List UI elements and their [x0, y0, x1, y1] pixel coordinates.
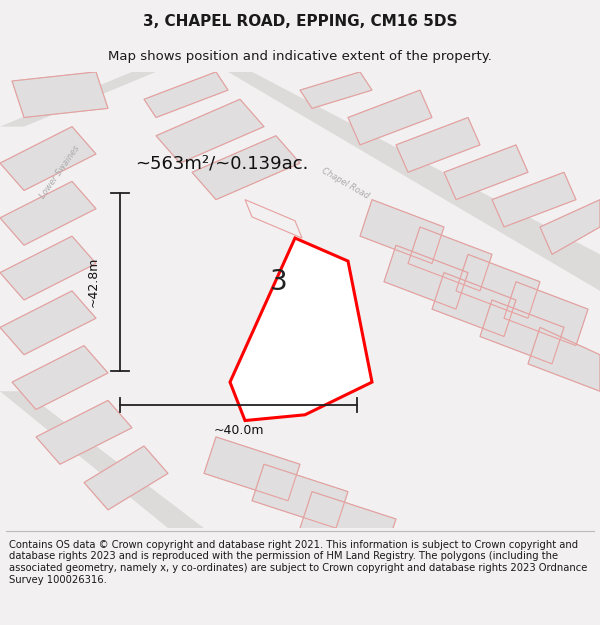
Polygon shape	[384, 245, 468, 309]
Polygon shape	[456, 254, 540, 318]
Polygon shape	[408, 227, 492, 291]
Polygon shape	[252, 464, 348, 528]
Polygon shape	[12, 346, 108, 409]
Polygon shape	[36, 401, 132, 464]
Polygon shape	[0, 181, 96, 245]
Polygon shape	[84, 446, 168, 510]
Polygon shape	[0, 291, 96, 355]
Polygon shape	[444, 145, 528, 199]
Polygon shape	[0, 127, 96, 191]
Text: Lower Swaines: Lower Swaines	[38, 144, 82, 201]
Text: ~42.8m: ~42.8m	[86, 256, 100, 307]
Polygon shape	[360, 199, 444, 264]
Polygon shape	[192, 136, 300, 199]
Polygon shape	[300, 492, 396, 556]
Polygon shape	[228, 72, 600, 291]
Text: 3, CHAPEL ROAD, EPPING, CM16 5DS: 3, CHAPEL ROAD, EPPING, CM16 5DS	[143, 14, 457, 29]
Polygon shape	[432, 272, 516, 336]
Polygon shape	[12, 72, 108, 118]
Polygon shape	[396, 118, 480, 172]
Polygon shape	[480, 300, 564, 364]
Text: 3: 3	[270, 268, 288, 296]
Polygon shape	[156, 99, 264, 163]
Polygon shape	[300, 72, 372, 108]
Polygon shape	[348, 90, 432, 145]
Text: Contains OS data © Crown copyright and database right 2021. This information is : Contains OS data © Crown copyright and d…	[9, 540, 587, 584]
Text: ~40.0m: ~40.0m	[213, 424, 264, 436]
Polygon shape	[540, 199, 600, 254]
Text: Map shows position and indicative extent of the property.: Map shows position and indicative extent…	[108, 50, 492, 63]
Polygon shape	[230, 238, 372, 421]
Text: Chapel Road: Chapel Road	[320, 166, 370, 201]
Polygon shape	[492, 173, 576, 227]
Polygon shape	[0, 72, 156, 127]
Polygon shape	[144, 72, 228, 118]
Polygon shape	[528, 328, 600, 391]
Polygon shape	[204, 437, 300, 501]
Polygon shape	[0, 391, 204, 528]
Text: ~563m²/~0.139ac.: ~563m²/~0.139ac.	[136, 154, 308, 172]
Polygon shape	[504, 282, 588, 346]
Polygon shape	[0, 236, 96, 300]
